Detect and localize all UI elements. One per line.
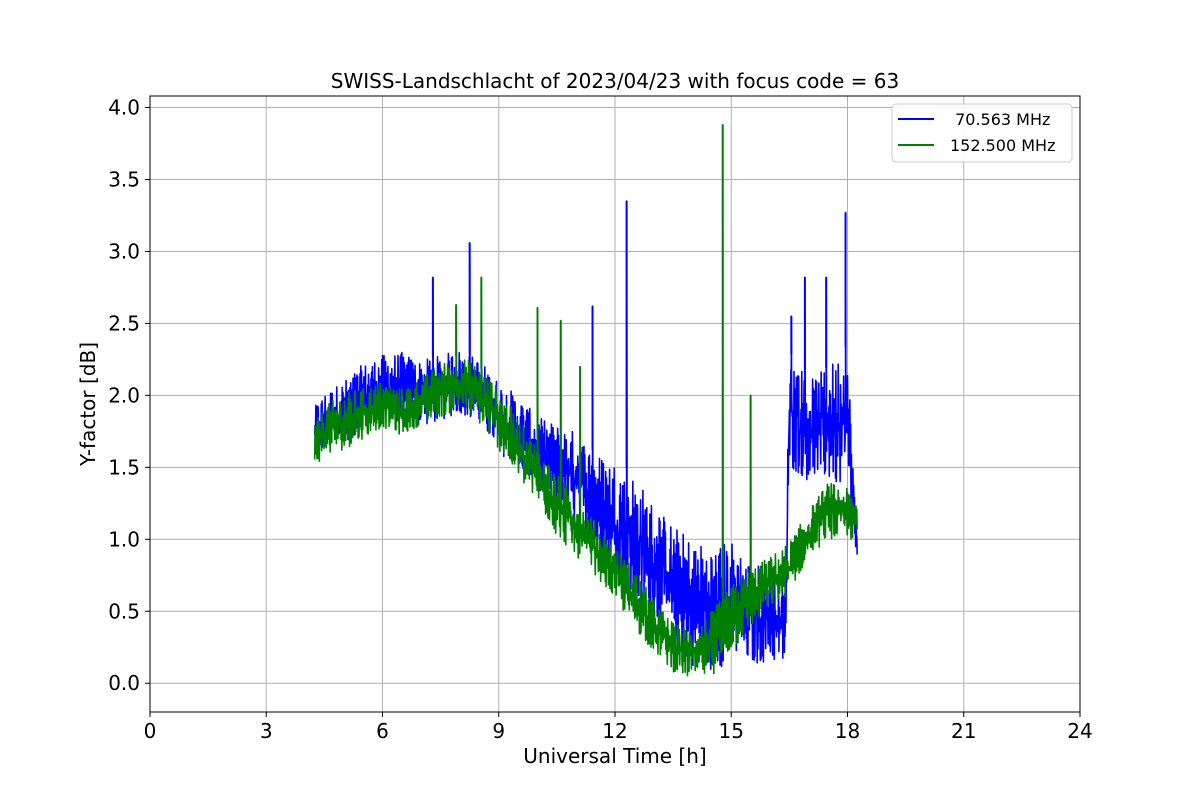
y-tick-label: 1.0	[108, 527, 140, 551]
y-tick-label: 3.5	[108, 167, 140, 191]
series-line-1	[313, 123, 858, 677]
x-tick-label: 0	[144, 719, 157, 743]
x-tick-label: 9	[492, 719, 505, 743]
chart-title: SWISS-Landschlacht of 2023/04/23 with fo…	[331, 69, 899, 93]
x-axis-label: Universal Time [h]	[523, 744, 706, 768]
y-tick-label: 3.0	[108, 239, 140, 263]
x-tick-label: 18	[835, 719, 860, 743]
y-tick-label: 2.0	[108, 383, 140, 407]
x-tick-label: 24	[1067, 719, 1092, 743]
y-tick-label: 4.0	[108, 96, 140, 120]
series-layer	[313, 123, 858, 677]
x-tick-label: 3	[260, 719, 273, 743]
x-tick-label: 15	[719, 719, 744, 743]
x-tick-label: 12	[602, 719, 627, 743]
y-tick-label: 2.5	[108, 311, 140, 335]
legend: 70.563 MHz 152.500 MHz	[891, 103, 1073, 163]
legend-label-70563: 70.563 MHz	[950, 110, 1050, 129]
legend-box	[891, 103, 1073, 163]
y-tick-label: 0.5	[108, 599, 140, 623]
y-tick-label: 0.0	[108, 671, 140, 695]
grid-layer	[149, 96, 1081, 712]
series-line-0	[313, 200, 858, 670]
tick-layer: 0 3 6 9 12 15 18 21 24 0.0 0.5 1.0 1.5 2.0 2.5 3.0 3.5 4.…	[108, 96, 1093, 743]
x-tick-label: 6	[376, 719, 389, 743]
x-tick-label: 21	[951, 719, 976, 743]
y-axis-label: Y-factor [dB]	[76, 342, 100, 467]
y-tick-label: 1.5	[108, 455, 140, 479]
legend-label-152500: 152.500 MHz	[950, 136, 1055, 155]
